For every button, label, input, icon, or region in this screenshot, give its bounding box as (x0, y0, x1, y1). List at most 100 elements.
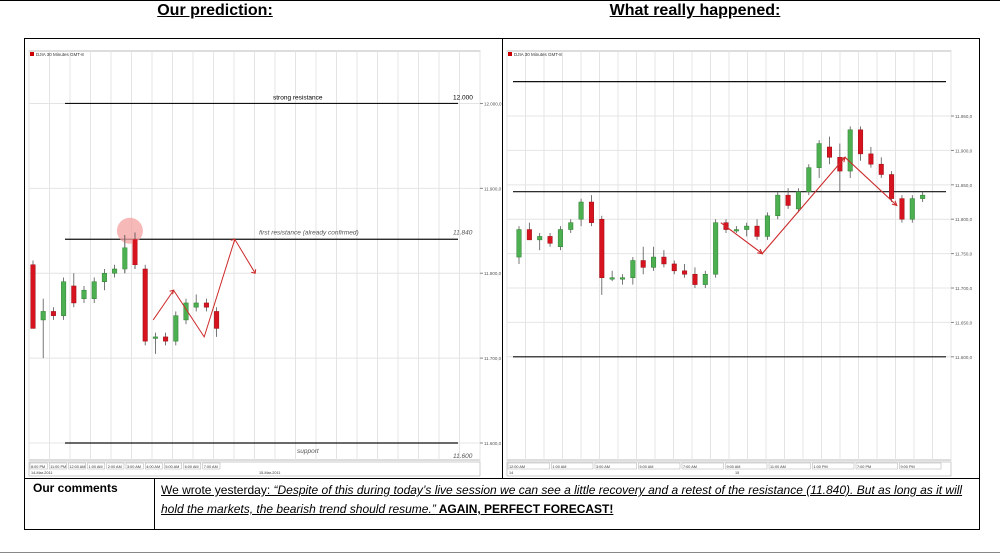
candle (692, 274, 698, 285)
y-tick-label: 12.000,0 (484, 101, 502, 106)
x-tick-label: 9:00 AM (727, 465, 741, 469)
x-tick-box (183, 462, 202, 470)
instrument-label: DJIA 30 Minutes GMT-8 (514, 52, 562, 57)
candle (754, 225, 760, 237)
level-value-label: 12.000 (453, 94, 473, 101)
forecast-arrowhead (230, 238, 236, 244)
level-name-label: strong resistance (273, 94, 323, 101)
candle (889, 174, 895, 199)
x-tick-box (144, 462, 163, 470)
candle (847, 129, 853, 172)
y-tick-label: 11.750,0 (955, 252, 973, 257)
candle (837, 157, 843, 172)
y-tick-label: 11.600,0 (484, 441, 502, 446)
y-tick-label: 11.650,0 (955, 320, 973, 325)
candle (152, 336, 158, 339)
comments-quote: “Despite of this during today’s live ses… (161, 483, 963, 516)
candle (920, 194, 926, 199)
candle (61, 281, 67, 316)
actual-move-arrowhead (891, 200, 898, 207)
candle (609, 277, 615, 280)
candle (101, 272, 107, 282)
candle (651, 256, 657, 268)
x-tick-box (725, 462, 768, 470)
instrument-icon (30, 52, 34, 56)
x-tick-box (681, 462, 724, 470)
x-tick-label: 6:00 AM (185, 465, 199, 469)
y-tick-label: 11.700,0 (484, 356, 502, 361)
x-tick-label: 12:00 AM (69, 465, 85, 469)
candle (193, 302, 199, 308)
candle (858, 129, 864, 155)
forecast-arrowhead (251, 269, 257, 274)
x-tick-label: 1:00 AM (553, 465, 567, 469)
actual-chart: 11.950,0 11.900,0 11.850,0 11.800,0 11.750,0… (506, 50, 973, 477)
candle (599, 218, 605, 278)
candle (578, 201, 584, 220)
y-tick-label: 11.900,0 (484, 186, 502, 191)
x-tick-box (125, 462, 144, 470)
y-tick-label: 11.850,0 (955, 183, 973, 188)
candle (899, 198, 905, 220)
prediction-chart: 12.000,0 11.900,0 11.800,0 11.700,0 11.600,0… (28, 50, 502, 477)
candle (122, 247, 128, 269)
y-tick-label: 11.600,0 (955, 355, 973, 360)
x-tick-label: 1:00 AM (89, 465, 103, 469)
candle (878, 163, 884, 175)
candle (516, 229, 522, 258)
x-tick-label: 5:00 AM (165, 465, 179, 469)
candle (909, 198, 915, 220)
candle (71, 285, 77, 304)
candle (557, 229, 563, 247)
candle (661, 256, 667, 265)
x-tick-label: 12:00 AM (509, 465, 525, 469)
x-tick-box (49, 462, 67, 470)
x-tick-box (164, 462, 182, 470)
candle (91, 281, 97, 299)
candle (827, 146, 832, 158)
candle (620, 277, 625, 280)
forecast-arrowhead (169, 289, 175, 295)
panel-divider (502, 38, 503, 478)
x-tick-box (638, 462, 681, 470)
right-chart-header: What really happened: (609, 2, 781, 19)
y-tick-label: 11.700,0 (955, 286, 973, 291)
candle (806, 167, 812, 192)
x-tick-label: 11:00 AM (770, 465, 786, 469)
x-tick-box (812, 462, 855, 470)
comments-text: We wrote yesterday: “Despite of this dur… (161, 481, 973, 519)
candle (30, 264, 36, 329)
level-name-label: first resistance (already confirmed) (259, 229, 359, 236)
candle (163, 336, 169, 342)
instrument-icon (508, 52, 512, 56)
x-tick-label: 7:00 AM (204, 465, 218, 469)
candle (40, 311, 46, 321)
candle (537, 236, 543, 241)
x-tick-label: 3:00 AM (127, 465, 141, 469)
y-tick-label: 11.800,0 (484, 271, 502, 276)
candle (526, 229, 532, 241)
level-name-label: support (297, 448, 320, 455)
comments-prefix: We wrote yesterday: (161, 483, 274, 497)
x-tick-box (202, 462, 221, 470)
date-label: 15-Mar-2011 (259, 471, 280, 475)
x-tick-box (87, 462, 105, 470)
x-tick-box (106, 462, 125, 470)
candle (868, 153, 874, 165)
y-tick-label: 11.900,0 (955, 148, 973, 153)
candle (702, 274, 708, 285)
x-tick-label: 11:00 PM (50, 465, 66, 469)
x-tick-label: 9:00 PM (901, 465, 915, 469)
x-tick-label: 5:00 AM (640, 465, 654, 469)
actual-move-arrowhead (757, 248, 764, 255)
instrument-label: DJIA 30 Minutes GMT-8 (36, 52, 84, 57)
candle (547, 236, 553, 244)
comments-column-separator (154, 478, 155, 530)
date-label: 15 (735, 471, 739, 475)
candle (214, 311, 220, 329)
x-tick-box (855, 462, 898, 470)
candle (568, 222, 574, 230)
x-tick-box (68, 462, 86, 470)
candle (775, 194, 781, 217)
candle (50, 311, 56, 316)
